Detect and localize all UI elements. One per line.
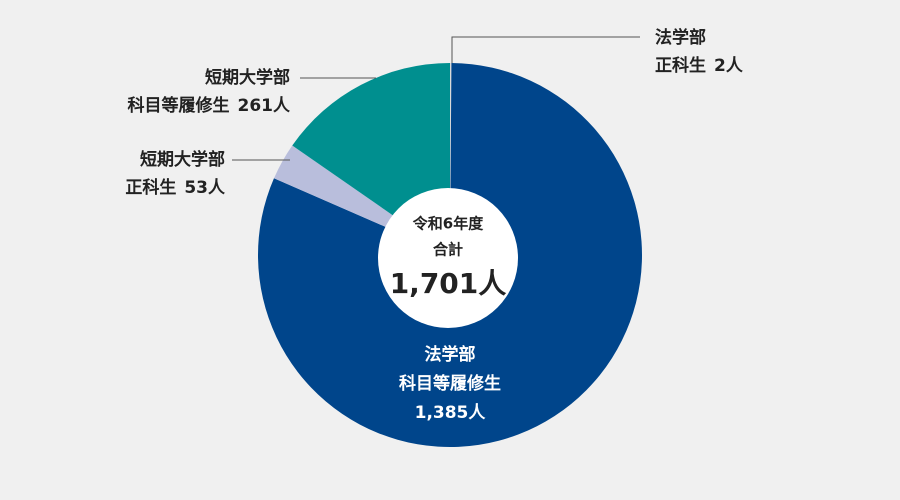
slice-group-label: 法学部	[655, 27, 706, 48]
slice-category-label: 科目等履修生	[128, 95, 230, 116]
value-label: 1,385人	[415, 403, 487, 423]
center-total: 1,701人	[390, 267, 507, 300]
slice-category-label: 正科生	[125, 177, 176, 198]
center-hole	[378, 188, 518, 328]
slice-group-label: 法学部	[425, 344, 476, 365]
slice-label: 正科生 53人	[125, 177, 226, 198]
value-label: 53人	[184, 178, 226, 198]
center-title: 令和6年度	[413, 215, 484, 233]
slice-group-label: 短期大学部	[140, 149, 225, 170]
value-label: 261人	[238, 96, 291, 116]
slice-group-label: 短期大学部	[205, 67, 290, 88]
slice-category-label: 科目等履修生	[399, 373, 501, 394]
center-subtitle: 合計	[432, 241, 463, 259]
slice-label: 科目等履修生 261人	[128, 95, 291, 116]
slice-category-label: 正科生	[655, 55, 706, 76]
slice-label: 正科生 2人	[655, 55, 744, 76]
value-label: 2人	[714, 56, 744, 76]
leader-line	[451, 36, 640, 63]
